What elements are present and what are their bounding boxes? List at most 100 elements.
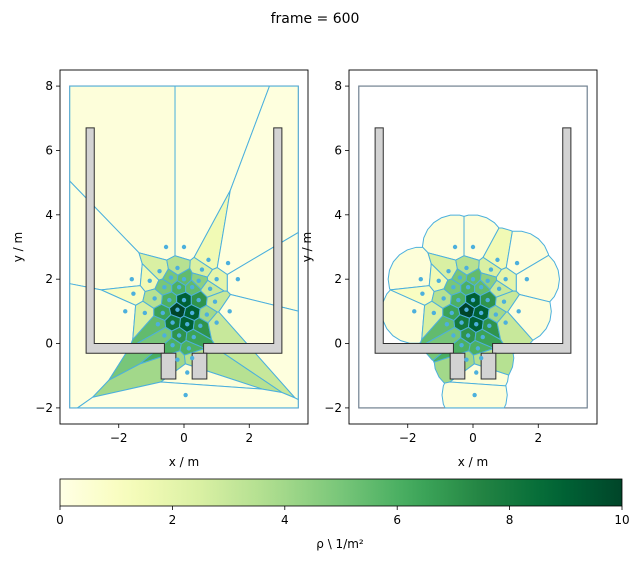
agent-point	[162, 333, 167, 338]
wall	[374, 127, 454, 354]
agent-point	[496, 286, 502, 292]
colorbar-tick-label: 2	[169, 513, 177, 527]
agent-point	[189, 285, 195, 290]
agent-point	[485, 297, 490, 303]
agent-point	[493, 312, 499, 317]
agent-point	[129, 276, 134, 282]
agent-point	[181, 244, 187, 250]
agent-point	[191, 334, 196, 340]
wall	[85, 127, 165, 354]
agent-point	[186, 346, 192, 351]
agent-point	[196, 297, 201, 303]
agent-point	[175, 357, 180, 362]
agent-point	[162, 285, 167, 290]
agent-point	[478, 310, 484, 316]
colorbar-tick-label: 6	[393, 513, 401, 527]
y-tick-label: 8	[334, 79, 342, 93]
agent-point	[204, 312, 210, 317]
agent-point	[470, 244, 476, 250]
agent-point	[196, 278, 201, 283]
colorbar-tick-label: 0	[56, 513, 64, 527]
agent-point	[170, 342, 175, 348]
agent-point	[185, 322, 190, 327]
x-tick-label: 0	[180, 431, 188, 445]
agent-point	[227, 309, 232, 314]
agent-point	[501, 299, 507, 304]
agents	[412, 244, 530, 398]
agent-point	[441, 296, 446, 301]
x-tick-label: 0	[469, 431, 477, 445]
agent-point	[503, 276, 508, 282]
agent-point	[485, 278, 490, 283]
figure-title: frame = 600	[271, 11, 360, 27]
walls	[85, 127, 283, 380]
agent-point	[147, 278, 152, 283]
agent-point	[444, 322, 450, 327]
agent-point	[470, 276, 476, 282]
agent-point	[207, 286, 213, 292]
agent-point	[235, 276, 241, 282]
agent-point	[152, 296, 157, 301]
right-panel: −2 0 2 −2 0 2 4 6 8 x / m y / m	[300, 69, 598, 469]
agent-point	[198, 323, 203, 329]
y-tick-label: 4	[45, 208, 53, 222]
agents	[123, 244, 241, 398]
agent-point	[189, 310, 195, 316]
wall	[191, 352, 208, 380]
agent-point	[459, 320, 464, 325]
colorbar-tick-label: 4	[281, 513, 289, 527]
colorbar: 0 2 4 6 8 10 ρ \ 1/m²	[56, 478, 630, 551]
y-tick-label: 6	[45, 143, 53, 157]
agent-point	[488, 267, 494, 272]
agent-point	[451, 333, 456, 338]
voronoi-cell	[387, 246, 432, 291]
agent-point	[457, 275, 463, 280]
agent-point	[487, 323, 492, 329]
agent-point	[431, 310, 437, 316]
x-tick-label: −2	[110, 431, 128, 445]
agent-point	[123, 309, 128, 314]
agent-point	[185, 370, 190, 375]
colorbar-gradient	[59, 478, 623, 507]
walls	[374, 127, 572, 380]
agent-point	[183, 392, 188, 398]
y-tick-label: 2	[45, 272, 53, 286]
voronoi-cells	[381, 214, 560, 409]
agent-point	[514, 260, 520, 266]
agent-point	[168, 275, 174, 280]
y-tick-label: −2	[324, 401, 342, 415]
agent-point	[452, 244, 458, 250]
agent-point	[464, 307, 469, 312]
colorbar-tick-label: 8	[506, 513, 514, 527]
agent-point	[214, 276, 219, 282]
wall	[449, 352, 466, 380]
agent-point	[181, 276, 187, 282]
agent-point	[420, 291, 425, 296]
y-tick-label: 0	[334, 337, 342, 351]
x-axis-label: x / m	[458, 455, 488, 469]
agent-point	[189, 355, 195, 361]
agent-point	[181, 297, 187, 303]
y-axis-label: y / m	[11, 232, 25, 262]
agent-point	[503, 320, 508, 325]
agent-point	[176, 333, 182, 338]
x-axis-label: x / m	[169, 455, 199, 469]
agent-point	[478, 285, 484, 290]
agent-point	[474, 322, 479, 327]
x-tick-label: 2	[534, 431, 542, 445]
agent-point	[163, 244, 169, 250]
agent-point	[465, 285, 471, 290]
agent-point	[478, 355, 484, 361]
agent-point	[212, 299, 218, 304]
agent-point	[475, 346, 481, 351]
colorbar-ticks: 0 2 4 6 8 10	[56, 506, 630, 527]
agent-point	[160, 310, 165, 316]
agent-point	[524, 276, 530, 282]
agent-point	[495, 257, 500, 263]
agent-point	[206, 257, 211, 263]
agent-point	[131, 291, 136, 296]
voronoi-cell	[75, 381, 299, 409]
wall	[480, 352, 497, 380]
